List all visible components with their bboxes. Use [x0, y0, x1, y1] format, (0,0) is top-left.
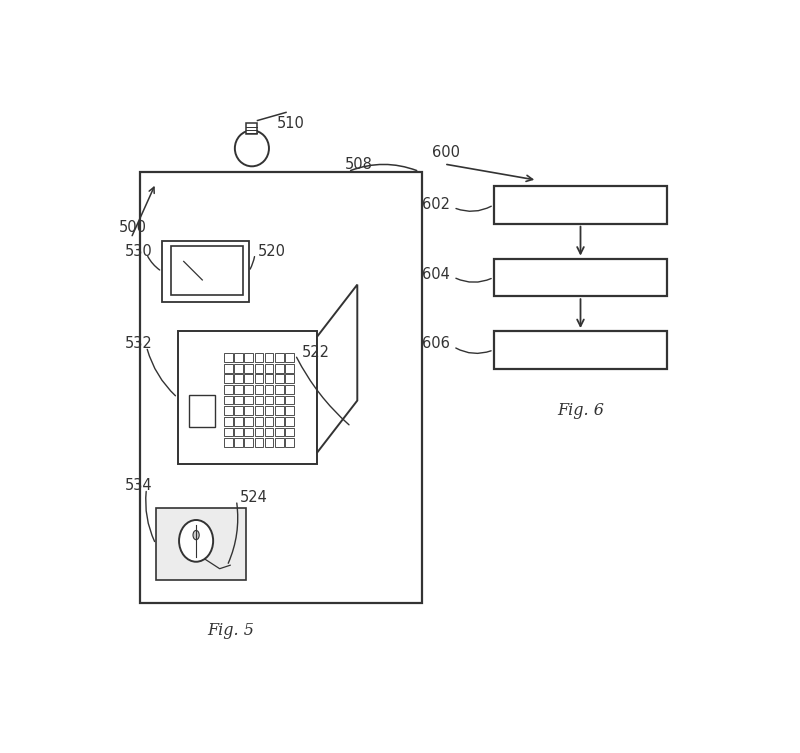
- Bar: [171, 245, 242, 295]
- Text: 524: 524: [239, 490, 267, 505]
- Bar: [224, 417, 233, 425]
- Bar: [265, 396, 274, 404]
- Bar: [156, 508, 246, 581]
- Bar: [234, 353, 243, 362]
- Bar: [254, 438, 263, 447]
- Text: 510: 510: [277, 116, 305, 131]
- Text: 602: 602: [422, 197, 450, 212]
- Text: Fig. 6: Fig. 6: [557, 402, 604, 419]
- Bar: [275, 417, 283, 425]
- Text: 530: 530: [125, 244, 153, 258]
- Text: 600: 600: [432, 145, 460, 160]
- Bar: [265, 353, 274, 362]
- Bar: [244, 396, 253, 404]
- Ellipse shape: [235, 130, 269, 166]
- Bar: [254, 353, 263, 362]
- Bar: [275, 407, 283, 415]
- Bar: [285, 438, 294, 447]
- Bar: [224, 428, 233, 436]
- Bar: [254, 407, 263, 415]
- Bar: [234, 428, 243, 436]
- Bar: [265, 417, 274, 425]
- Bar: [244, 364, 253, 373]
- Bar: [275, 385, 283, 394]
- Bar: [285, 374, 294, 383]
- Bar: [275, 364, 283, 373]
- Polygon shape: [317, 285, 358, 453]
- Text: 532: 532: [125, 337, 153, 352]
- Text: 500: 500: [118, 221, 146, 236]
- Bar: [275, 438, 283, 447]
- Text: Fig. 5: Fig. 5: [206, 623, 254, 639]
- Bar: [285, 428, 294, 436]
- Bar: [254, 374, 263, 383]
- Text: 522: 522: [302, 345, 330, 360]
- Bar: [234, 374, 243, 383]
- Bar: [285, 364, 294, 373]
- Bar: [234, 385, 243, 394]
- Bar: [265, 385, 274, 394]
- Bar: [162, 241, 249, 302]
- Bar: [254, 428, 263, 436]
- Text: 520: 520: [258, 244, 286, 258]
- Bar: [244, 374, 253, 383]
- Bar: [234, 364, 243, 373]
- Bar: [178, 331, 317, 465]
- Bar: [285, 385, 294, 394]
- Bar: [265, 438, 274, 447]
- Bar: [275, 353, 283, 362]
- Bar: [234, 396, 243, 404]
- Bar: [234, 438, 243, 447]
- Bar: [494, 258, 667, 296]
- Bar: [265, 364, 274, 373]
- Text: 604: 604: [422, 267, 450, 282]
- Bar: [244, 438, 253, 447]
- Bar: [224, 353, 233, 362]
- Bar: [224, 385, 233, 394]
- Bar: [224, 396, 233, 404]
- Ellipse shape: [179, 520, 213, 562]
- Bar: [224, 374, 233, 383]
- Bar: [140, 172, 422, 603]
- Bar: [285, 417, 294, 425]
- Bar: [494, 186, 667, 224]
- Bar: [254, 396, 263, 404]
- Bar: [244, 428, 253, 436]
- Bar: [224, 364, 233, 373]
- Bar: [234, 407, 243, 415]
- Bar: [246, 123, 258, 134]
- Bar: [265, 407, 274, 415]
- Bar: [275, 396, 283, 404]
- Bar: [254, 417, 263, 425]
- Bar: [244, 407, 253, 415]
- Bar: [244, 417, 253, 425]
- Bar: [224, 407, 233, 415]
- Bar: [494, 331, 667, 369]
- Text: 534: 534: [125, 478, 153, 493]
- Bar: [254, 364, 263, 373]
- Bar: [254, 385, 263, 394]
- Bar: [265, 428, 274, 436]
- Ellipse shape: [193, 530, 199, 540]
- Text: 606: 606: [422, 337, 450, 352]
- Bar: [265, 374, 274, 383]
- Bar: [224, 438, 233, 447]
- Bar: [285, 353, 294, 362]
- Bar: [285, 407, 294, 415]
- Bar: [244, 385, 253, 394]
- Bar: [189, 395, 214, 427]
- Bar: [244, 353, 253, 362]
- Bar: [285, 396, 294, 404]
- Text: 508: 508: [345, 157, 373, 172]
- Bar: [275, 428, 283, 436]
- Bar: [234, 417, 243, 425]
- Bar: [275, 374, 283, 383]
